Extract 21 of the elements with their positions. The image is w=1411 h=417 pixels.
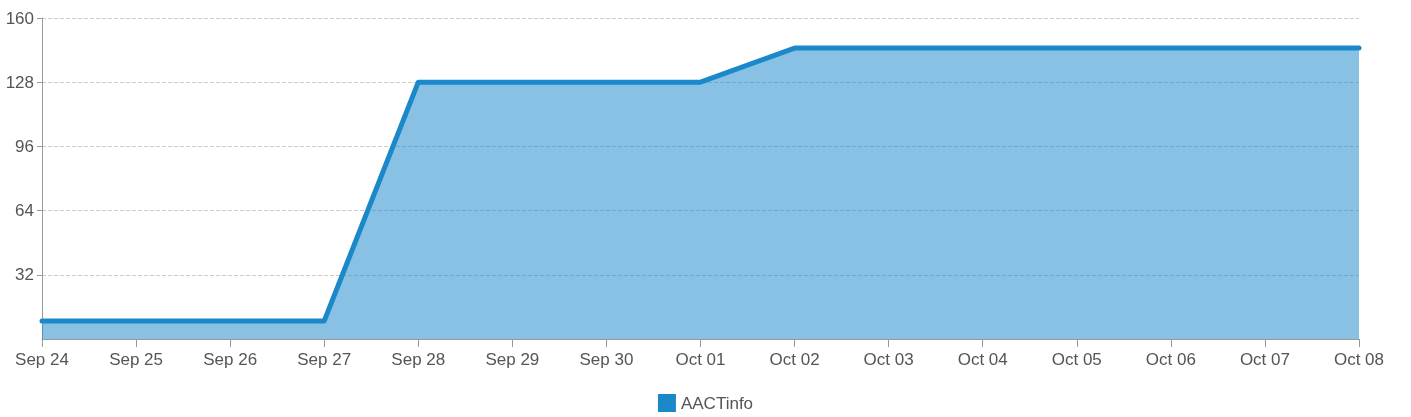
x-tick-label: Oct 07 bbox=[1239, 350, 1290, 369]
y-tick-label: 160 bbox=[5, 8, 34, 28]
x-tick-label: Sep 29 bbox=[485, 350, 540, 369]
y-tick-label: 64 bbox=[15, 201, 34, 221]
legend-label: AACTinfo bbox=[680, 393, 754, 413]
y-tick-label: 128 bbox=[5, 72, 34, 92]
x-tick-label: Oct 08 bbox=[1333, 350, 1385, 369]
x-tick-label: Sep 26 bbox=[203, 350, 258, 369]
x-tick-label: Oct 01 bbox=[675, 350, 726, 369]
x-tick-label: Oct 05 bbox=[1051, 350, 1102, 369]
x-tick-label: Sep 25 bbox=[109, 350, 164, 369]
x-tick-label: Sep 28 bbox=[391, 350, 446, 369]
x-tick-label: Sep 27 bbox=[297, 350, 352, 369]
x-tick-label: Oct 06 bbox=[1145, 350, 1196, 369]
x-tick-label: Oct 03 bbox=[863, 350, 914, 369]
x-tick-label: Sep 24 bbox=[15, 350, 69, 369]
y-tick-label: 96 bbox=[15, 136, 34, 156]
x-tick-label: Oct 04 bbox=[957, 350, 1008, 369]
x-tick-label: Oct 02 bbox=[769, 350, 820, 369]
x-tick-label: Sep 30 bbox=[579, 350, 634, 369]
y-tick-label: 32 bbox=[15, 265, 34, 285]
